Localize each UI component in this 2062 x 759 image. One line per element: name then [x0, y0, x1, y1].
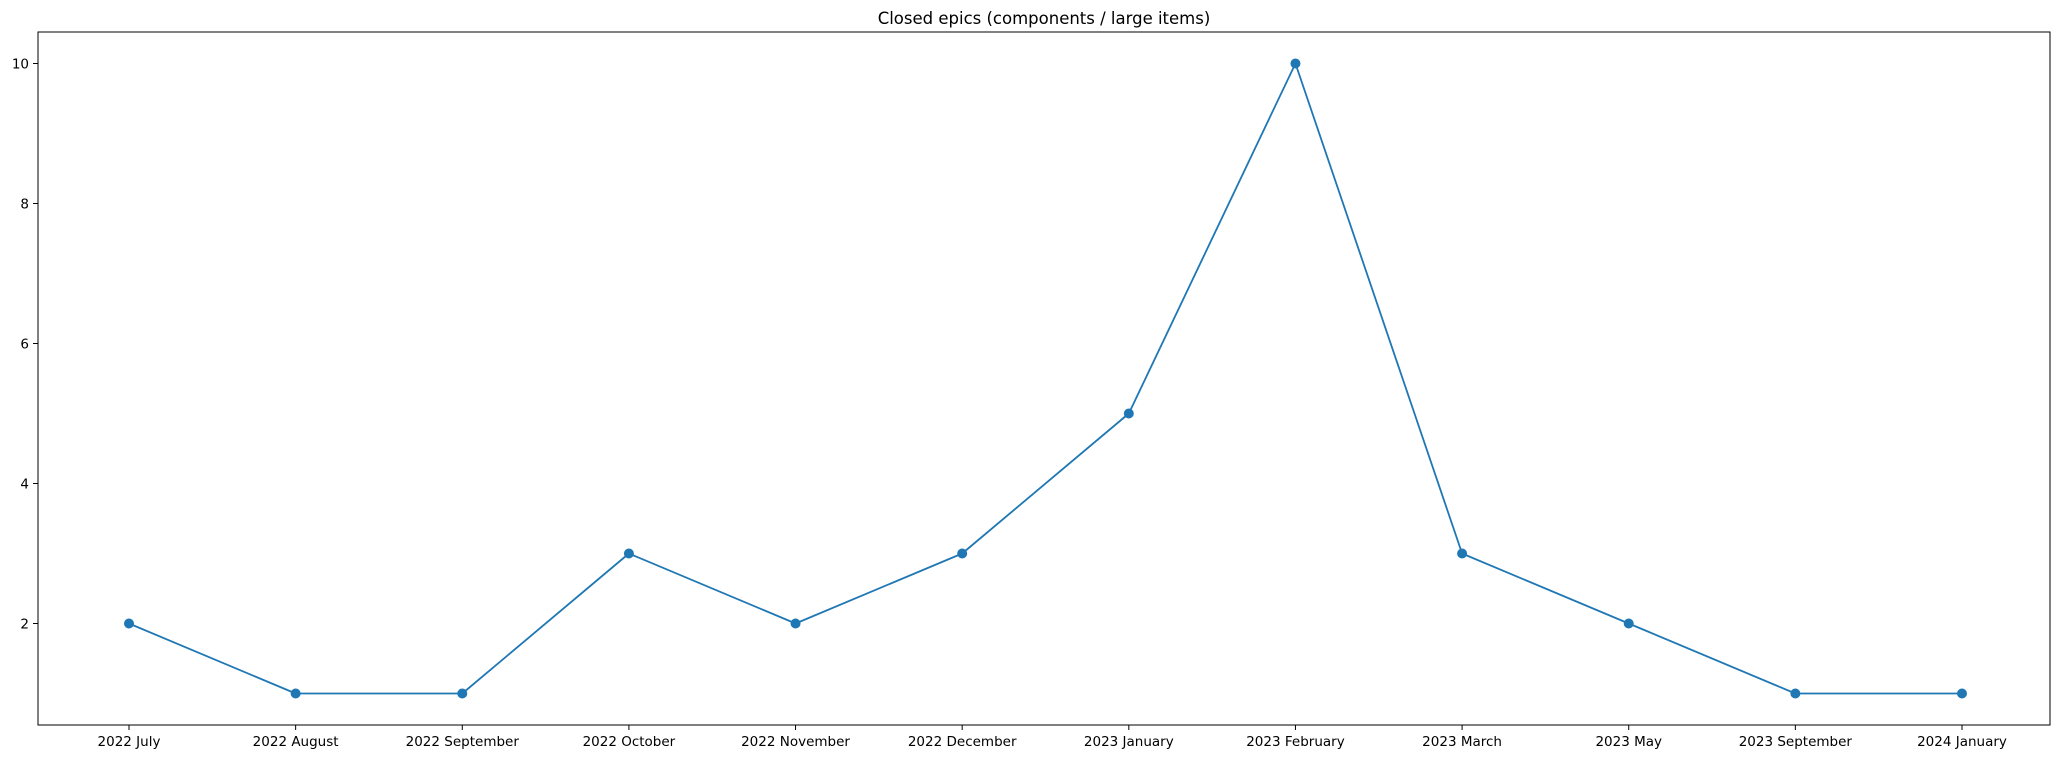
- chart-title: Closed epics (components / large items): [878, 9, 1211, 28]
- data-point: [1123, 408, 1134, 419]
- x-tick-label: 2022 August: [253, 734, 339, 750]
- x-tick-label: 2023 May: [1595, 734, 1662, 750]
- y-tick-label: 8: [20, 197, 29, 213]
- x-tick-label: 2022 December: [908, 734, 1017, 750]
- x-tick-label: 2023 March: [1422, 734, 1502, 750]
- data-point: [457, 688, 468, 699]
- y-tick-label: 6: [20, 337, 29, 353]
- series-line: [128, 62, 1962, 695]
- x-tick-label: 2023 February: [1246, 734, 1344, 750]
- y-tick-label: 2: [20, 617, 29, 633]
- data-point: [1623, 618, 1634, 629]
- plot-area-frame: [37, 31, 2051, 726]
- data-point: [957, 548, 968, 559]
- x-axis: 2022 July 2022 August 2022 September 2022 O…: [98, 725, 2007, 750]
- y-tick-label: 4: [20, 477, 29, 493]
- data-point: [1290, 58, 1301, 69]
- x-tick-label: 2024 January: [1917, 734, 2007, 750]
- y-tick-label: 10: [12, 57, 29, 73]
- data-point: [1457, 548, 1468, 559]
- x-tick-label: 2022 July: [98, 734, 161, 750]
- data-point: [124, 618, 134, 629]
- data-point: [623, 548, 634, 559]
- x-tick-label: 2022 November: [741, 734, 850, 750]
- data-point: [1790, 688, 1801, 699]
- y-axis: 2 4 6 8 10: [12, 57, 38, 633]
- series-layer: [124, 58, 1967, 699]
- data-point: [1957, 688, 1967, 699]
- data-point: [790, 618, 801, 629]
- data-point: [290, 688, 301, 699]
- x-tick-label: 2022 September: [406, 734, 520, 750]
- x-tick-label: 2022 October: [583, 734, 676, 750]
- x-tick-label: 2023 January: [1084, 734, 1174, 750]
- x-tick-label: 2023 September: [1739, 734, 1853, 750]
